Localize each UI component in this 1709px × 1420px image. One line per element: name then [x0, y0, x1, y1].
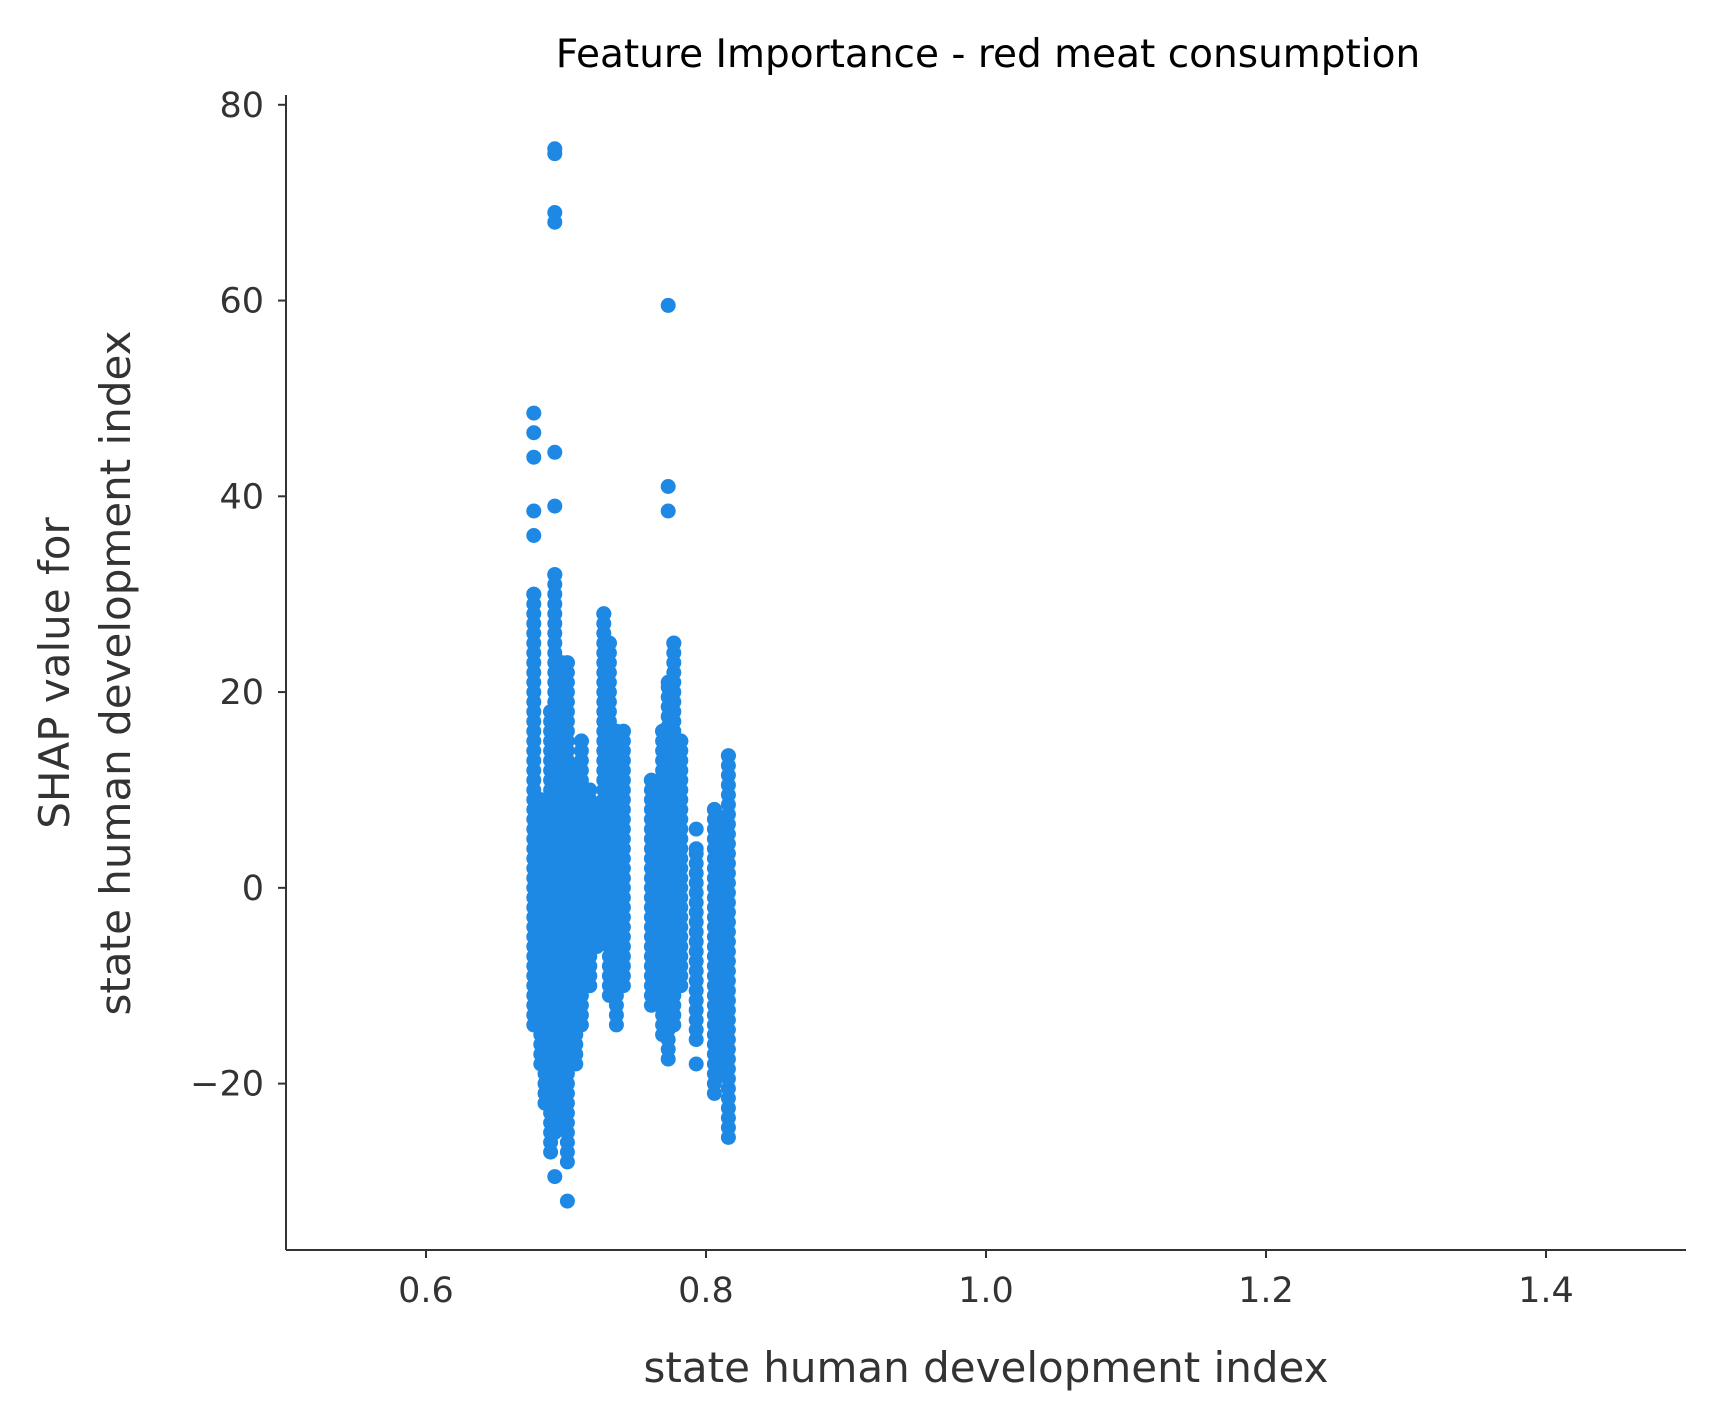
y-axis-ticks: −20 0 20 40 60 80 [190, 86, 286, 1105]
data-points [526, 141, 736, 1209]
y-tick-label: 0 [242, 869, 264, 909]
data-point [673, 733, 689, 749]
data-point-outlier [660, 479, 676, 494]
data-point-outlier [526, 503, 542, 519]
data-point-outlier [547, 205, 563, 220]
data-point-outlier [547, 444, 563, 460]
data-point [547, 567, 563, 583]
y-tick-label: 60 [219, 282, 264, 322]
data-point-outlier [660, 297, 676, 313]
data-point [666, 635, 682, 651]
chart-title: Feature Importance - red meat consumptio… [556, 32, 1421, 77]
data-point-outlier [559, 1193, 575, 1209]
y-tick-label: 80 [219, 86, 264, 126]
data-point-outlier [660, 503, 676, 519]
data-point-outlier [526, 405, 542, 421]
data-point [615, 723, 631, 739]
data-point-outlier [547, 498, 563, 514]
y-axis-label-line-2: state human development index [91, 331, 140, 1016]
data-point [573, 733, 589, 749]
data-point [643, 772, 659, 788]
data-point-outlier [547, 141, 563, 157]
data-point-outlier [688, 1056, 704, 1072]
x-tick-label: 1.0 [958, 1271, 1014, 1311]
data-point [559, 655, 575, 671]
y-axis-label-line-1: SHAP value for [30, 517, 79, 829]
data-point [720, 748, 736, 764]
x-tick-label: 1.4 [1518, 1271, 1574, 1311]
data-point [582, 782, 598, 798]
data-point [601, 635, 617, 651]
data-point [526, 586, 542, 602]
data-point [688, 841, 704, 857]
x-tick-label: 0.8 [678, 1271, 734, 1311]
x-axis-label: state human development index [644, 1343, 1329, 1392]
y-tick-label: −20 [190, 1065, 264, 1105]
data-point-outlier [526, 425, 542, 441]
x-tick-label: 1.2 [1238, 1271, 1294, 1311]
data-point-outlier [547, 1169, 563, 1185]
data-point-outlier [526, 449, 542, 465]
y-tick-label: 40 [219, 477, 264, 517]
x-tick-label: 0.6 [398, 1271, 454, 1311]
data-point-outlier [526, 528, 542, 543]
data-point [596, 606, 612, 622]
y-tick-label: 20 [219, 673, 264, 713]
x-axis-ticks: 0.6 0.8 1.0 1.2 1.4 [398, 1250, 1574, 1311]
data-point-outlier [688, 821, 704, 837]
